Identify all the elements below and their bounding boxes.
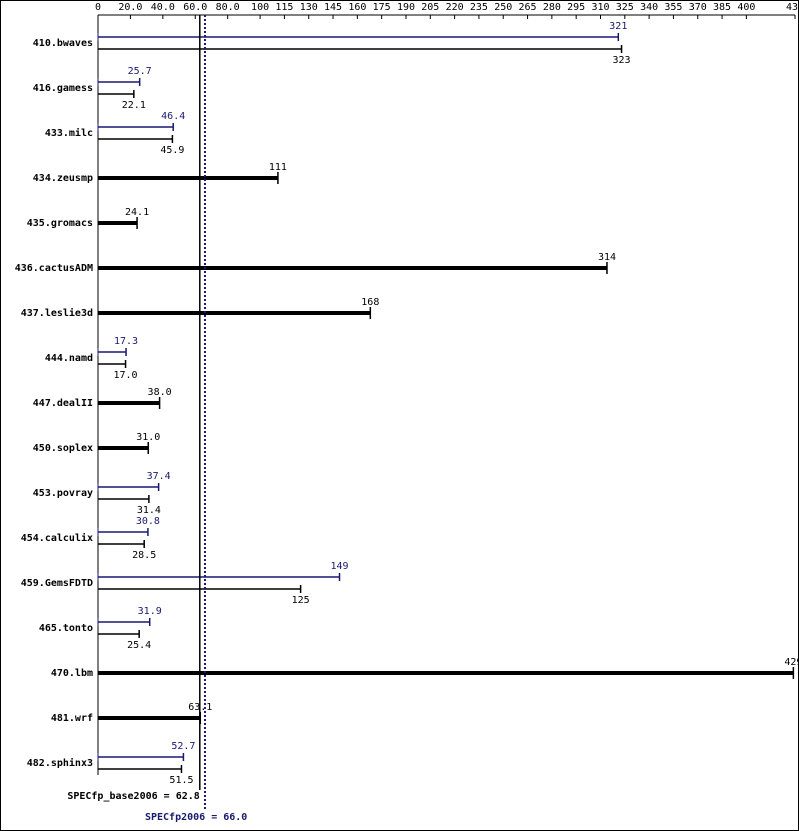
category-label: 459.GemsFDTD: [21, 578, 93, 589]
x-tick-label: 340: [640, 2, 658, 13]
data-label: 31.4: [137, 505, 161, 516]
category-label: 444.namd: [45, 353, 93, 364]
x-tick-label: 370: [689, 2, 707, 13]
x-tick-label: 60.0: [183, 2, 207, 13]
x-tick-label: 265: [519, 2, 537, 13]
data-label: 429: [784, 657, 799, 668]
x-tick-label: 130: [300, 2, 318, 13]
category-label: 482.sphinx3: [27, 757, 93, 769]
x-tick-label: 280: [543, 2, 561, 13]
reference-label: SPECfp2006 = 66.0: [145, 812, 247, 823]
category-label: 433.milc: [45, 127, 93, 139]
x-tick-label: 40.0: [151, 2, 175, 13]
x-tick-label: 235: [470, 2, 488, 13]
data-label: 17.0: [114, 370, 138, 381]
data-label: 22.1: [122, 100, 146, 111]
x-tick-label: 160: [348, 2, 366, 13]
data-label: 125: [292, 595, 310, 606]
data-label: 168: [361, 297, 379, 308]
x-tick-label: 400: [737, 2, 755, 13]
x-tick-label: 175: [373, 2, 391, 13]
data-label: 321: [609, 21, 627, 32]
data-label: 37.4: [147, 471, 171, 482]
x-tick-label: 355: [664, 2, 682, 13]
data-label: 31.9: [138, 606, 162, 617]
category-label: 447.dealII: [33, 398, 93, 409]
category-label: 481.wrf: [51, 713, 93, 724]
x-tick-label: 190: [397, 2, 415, 13]
x-tick-label: 430: [786, 2, 799, 13]
data-label: 45.9: [160, 145, 184, 156]
x-tick-label: 310: [591, 2, 609, 13]
category-label: 453.povray: [33, 488, 93, 499]
category-label: 436.cactusADM: [15, 263, 93, 274]
data-label: 51.5: [169, 775, 193, 786]
data-label: 46.4: [161, 111, 185, 122]
x-tick-label: 20.0: [118, 2, 142, 13]
data-label: 38.0: [148, 387, 172, 398]
data-label: 149: [330, 561, 348, 572]
x-tick-label: 205: [421, 2, 439, 13]
category-label: 437.leslie3d: [21, 307, 93, 319]
data-label: 25.7: [128, 66, 152, 77]
x-tick-label: 115: [275, 2, 293, 13]
reference-label: SPECfp_base2006 = 62.8: [67, 791, 199, 802]
x-tick-label: 250: [494, 2, 512, 13]
category-label: 454.calculix: [21, 532, 93, 544]
data-label: 17.3: [114, 336, 138, 347]
x-tick-label: 0: [95, 2, 101, 13]
data-label: 52.7: [171, 741, 195, 752]
category-label: 465.tonto: [39, 623, 93, 634]
data-label: 24.1: [125, 207, 149, 218]
x-tick-label: 325: [616, 2, 634, 13]
category-label: 434.zeusmp: [33, 173, 93, 184]
data-label: 28.5: [132, 550, 156, 561]
data-label: 31.0: [136, 432, 160, 443]
x-tick-label: 385: [713, 2, 731, 13]
category-label: 410.bwaves: [33, 38, 93, 49]
data-label: 314: [598, 252, 616, 263]
category-label: 416.gamess: [33, 83, 93, 94]
x-tick-label: 295: [567, 2, 585, 13]
x-tick-label: 220: [446, 2, 464, 13]
data-label: 323: [613, 55, 631, 66]
data-label: 111: [269, 162, 287, 173]
x-tick-label: 100: [251, 2, 269, 13]
category-label: 470.lbm: [51, 668, 93, 679]
x-tick-label: 80.0: [216, 2, 240, 13]
category-label: 450.soplex: [33, 443, 93, 454]
x-tick-label: 145: [324, 2, 342, 13]
category-label: 435.gromacs: [27, 218, 93, 229]
data-label: 25.4: [127, 640, 151, 651]
data-label: 30.8: [136, 516, 160, 527]
